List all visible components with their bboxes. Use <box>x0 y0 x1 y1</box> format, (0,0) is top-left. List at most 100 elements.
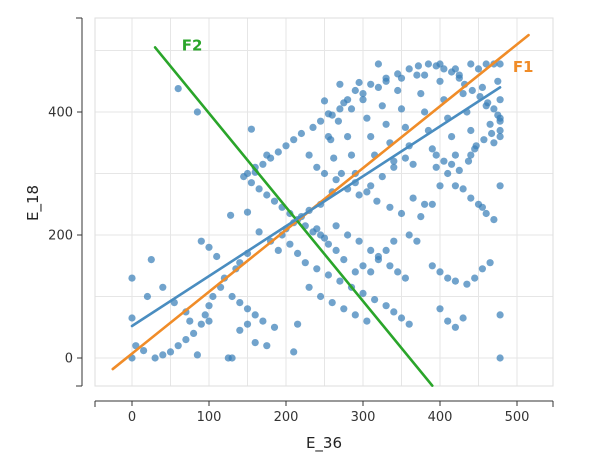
data-point <box>351 311 359 319</box>
data-point <box>405 231 413 239</box>
data-point <box>255 185 263 193</box>
data-point <box>359 96 367 104</box>
data-point <box>464 157 473 165</box>
data-point <box>386 203 394 211</box>
data-point <box>440 65 448 73</box>
data-point <box>294 320 302 328</box>
data-point <box>151 354 159 362</box>
data-point <box>236 299 244 307</box>
data-point <box>428 145 436 153</box>
x-tick-label: 200 <box>274 410 299 425</box>
data-point <box>334 117 342 125</box>
data-point <box>496 117 504 125</box>
data-point <box>432 62 440 70</box>
data-point <box>351 86 359 95</box>
y-tick-label: 400 <box>48 106 73 121</box>
data-point <box>270 323 279 331</box>
data-point <box>455 166 463 174</box>
data-point <box>290 136 298 144</box>
data-point <box>190 329 198 337</box>
data-point <box>128 274 136 282</box>
data-point <box>355 237 363 245</box>
data-point <box>478 203 486 211</box>
data-point <box>313 265 321 273</box>
data-point <box>332 246 340 254</box>
data-point <box>428 200 436 208</box>
data-point <box>355 191 363 199</box>
data-point <box>351 268 359 276</box>
data-point <box>309 123 317 131</box>
data-point <box>243 305 252 313</box>
data-point <box>382 74 390 82</box>
data-point <box>459 90 467 98</box>
data-point <box>394 86 402 95</box>
data-point <box>401 274 409 282</box>
data-point <box>455 74 463 82</box>
x-tick-label: 400 <box>428 410 453 425</box>
data-point <box>263 191 271 199</box>
data-point <box>337 169 345 178</box>
data-point <box>290 348 298 356</box>
data-point <box>451 151 459 159</box>
line-labels: F2 F1 <box>182 37 534 77</box>
data-point <box>363 317 371 325</box>
data-point <box>201 311 209 319</box>
data-point <box>459 185 467 193</box>
data-point <box>317 117 325 125</box>
data-point <box>378 102 386 110</box>
data-point <box>490 105 498 113</box>
data-point <box>174 85 182 93</box>
data-point <box>421 200 429 208</box>
data-point <box>444 274 452 282</box>
data-point <box>373 197 381 205</box>
data-point <box>397 105 406 113</box>
data-point <box>197 237 205 245</box>
data-point <box>205 243 213 251</box>
data-point <box>417 213 425 221</box>
data-point <box>421 108 429 116</box>
data-point <box>263 342 271 350</box>
data-point <box>394 70 402 78</box>
data-point <box>274 246 282 254</box>
data-point <box>182 336 190 344</box>
data-point <box>394 268 402 276</box>
data-point <box>474 65 483 73</box>
data-point <box>243 208 252 216</box>
data-point <box>367 246 375 254</box>
data-point <box>359 90 367 98</box>
data-point <box>193 108 201 116</box>
data-point <box>482 60 490 68</box>
data-point <box>436 77 444 85</box>
data-point <box>484 99 492 107</box>
data-point <box>374 252 382 261</box>
data-point <box>401 154 409 162</box>
data-point <box>467 126 475 135</box>
data-point <box>448 68 456 76</box>
y-axis-title: E_18 <box>24 185 43 221</box>
data-point <box>324 240 332 248</box>
data-point <box>301 259 309 267</box>
data-point <box>317 292 325 301</box>
data-point <box>320 97 329 105</box>
data-point <box>228 292 236 301</box>
data-point <box>340 305 348 313</box>
data-point <box>486 120 494 128</box>
line-label-f1: F1 <box>513 58 534 76</box>
data-point <box>496 96 504 104</box>
data-point <box>390 157 398 165</box>
data-point <box>313 163 321 171</box>
data-point <box>436 305 444 313</box>
data-point <box>448 160 456 168</box>
data-point <box>228 354 236 362</box>
data-point <box>305 283 313 291</box>
data-point <box>467 194 475 202</box>
y-tick-label: 200 <box>48 229 73 244</box>
data-point <box>409 160 417 168</box>
data-point <box>143 292 151 301</box>
data-point <box>243 169 252 178</box>
data-point <box>205 302 213 310</box>
data-point <box>367 80 375 88</box>
data-point <box>459 314 467 322</box>
data-point <box>355 78 363 87</box>
data-point <box>186 317 194 325</box>
